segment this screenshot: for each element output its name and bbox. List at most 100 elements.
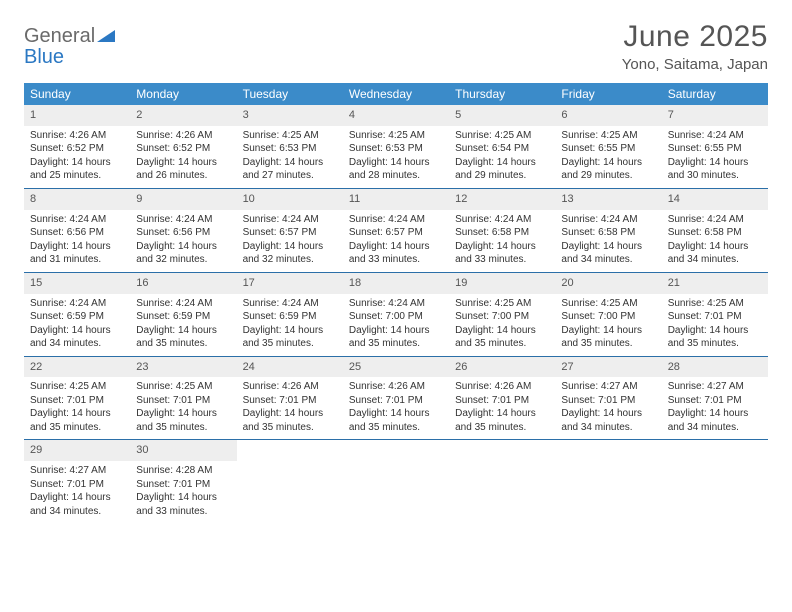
daylight-line: Daylight: 14 hours and 31 minutes.	[30, 240, 124, 267]
day-number: 10	[237, 189, 343, 210]
day-number: 16	[130, 273, 236, 294]
sunset-line: Sunset: 6:52 PM	[30, 142, 124, 156]
sunrise-line: Sunrise: 4:24 AM	[243, 213, 337, 227]
sunset-line: Sunset: 6:58 PM	[455, 226, 549, 240]
calendar-day: 2Sunrise: 4:26 AMSunset: 6:52 PMDaylight…	[130, 105, 236, 188]
day-number: 29	[24, 440, 130, 461]
day-number: 22	[24, 357, 130, 378]
day-number: 25	[343, 357, 449, 378]
calendar-day: 30 Sunrise: 4:28 AMSunset: 7:01 PMDayligh…	[130, 440, 236, 523]
calendar-day: 24Sunrise: 4:26 AMSunset: 7:01 PMDayligh…	[237, 357, 343, 440]
calendar-day: 10Sunrise: 4:24 AMSunset: 6:57 PMDayligh…	[237, 189, 343, 272]
daylight-line: Daylight: 14 hours and 26 minutes.	[136, 156, 230, 183]
day-details: Sunrise: 4:27 AMSunset: 7:01 PMDaylight:…	[24, 461, 130, 523]
logo-word2: Blue	[24, 46, 64, 68]
daylight-line: Daylight: 14 hours and 35 minutes.	[561, 324, 655, 351]
daylight-line: Daylight: 14 hours and 35 minutes.	[243, 407, 337, 434]
calendar-day: .	[237, 440, 343, 523]
day-number: 20	[555, 273, 661, 294]
daylight-line: Daylight: 14 hours and 33 minutes.	[455, 240, 549, 267]
sunrise-line: Sunrise: 4:24 AM	[668, 129, 762, 143]
sunset-line: Sunset: 6:52 PM	[136, 142, 230, 156]
day-number: 14	[662, 189, 768, 210]
day-details: Sunrise: 4:24 AMSunset: 6:55 PMDaylight:…	[662, 126, 768, 188]
daylight-line: Daylight: 14 hours and 35 minutes.	[243, 324, 337, 351]
calendar-header-row: SundayMondayTuesdayWednesdayThursdayFrid…	[24, 83, 768, 105]
calendar-day: 18Sunrise: 4:24 AMSunset: 7:00 PMDayligh…	[343, 273, 449, 356]
day-details: Sunrise: 4:25 AMSunset: 7:00 PMDaylight:…	[555, 294, 661, 356]
day-number: 8	[24, 189, 130, 210]
calendar-week: 22Sunrise: 4:25 AMSunset: 7:01 PMDayligh…	[24, 357, 768, 441]
day-details: Sunrise: 4:26 AMSunset: 6:52 PMDaylight:…	[130, 126, 236, 188]
day-number: 27	[555, 357, 661, 378]
day-details: Sunrise: 4:27 AMSunset: 7:01 PMDaylight:…	[662, 377, 768, 439]
day-header: Wednesday	[343, 83, 449, 105]
header: General Blue June 2025 Yono, Saitama, Ja…	[24, 20, 768, 73]
sunset-line: Sunset: 6:59 PM	[243, 310, 337, 324]
calendar-day: 21Sunrise: 4:25 AMSunset: 7:01 PMDayligh…	[662, 273, 768, 356]
day-details: Sunrise: 4:26 AMSunset: 6:52 PMDaylight:…	[24, 126, 130, 188]
sunset-line: Sunset: 7:01 PM	[136, 478, 230, 492]
day-number: 28	[662, 357, 768, 378]
sunset-line: Sunset: 6:56 PM	[30, 226, 124, 240]
sunrise-line: Sunrise: 4:24 AM	[136, 213, 230, 227]
daylight-line: Daylight: 14 hours and 34 minutes.	[668, 407, 762, 434]
calendar-day: 4Sunrise: 4:25 AMSunset: 6:53 PMDaylight…	[343, 105, 449, 188]
day-details: Sunrise: 4:25 AMSunset: 7:01 PMDaylight:…	[662, 294, 768, 356]
day-details: Sunrise: 4:24 AMSunset: 6:56 PMDaylight:…	[130, 210, 236, 272]
calendar-week: 15Sunrise: 4:24 AMSunset: 6:59 PMDayligh…	[24, 273, 768, 357]
calendar-day: 29Sunrise: 4:27 AMSunset: 7:01 PMDayligh…	[24, 440, 130, 523]
day-number: 1	[24, 105, 130, 126]
day-details: Sunrise: 4:26 AMSunset: 7:01 PMDaylight:…	[343, 377, 449, 439]
calendar-day: .	[343, 440, 449, 523]
daylight-line: Daylight: 14 hours and 35 minutes.	[30, 407, 124, 434]
day-number: 5	[449, 105, 555, 126]
daylight-line: Daylight: 14 hours and 29 minutes.	[455, 156, 549, 183]
sunrise-line: Sunrise: 4:25 AM	[561, 129, 655, 143]
calendar-day: 6Sunrise: 4:25 AMSunset: 6:55 PMDaylight…	[555, 105, 661, 188]
sunrise-line: Sunrise: 4:24 AM	[243, 297, 337, 311]
day-number: 9	[130, 189, 236, 210]
daylight-line: Daylight: 14 hours and 35 minutes.	[136, 407, 230, 434]
day-details: Sunrise: 4:24 AMSunset: 6:59 PMDaylight:…	[130, 294, 236, 356]
sunrise-line: Sunrise: 4:25 AM	[455, 297, 549, 311]
day-header: Tuesday	[237, 83, 343, 105]
day-number: 24	[237, 357, 343, 378]
sunrise-line: Sunrise: 4:27 AM	[561, 380, 655, 394]
sunrise-line: Sunrise: 4:27 AM	[30, 464, 124, 478]
day-number: 21	[662, 273, 768, 294]
calendar-day: 22Sunrise: 4:25 AMSunset: 7:01 PMDayligh…	[24, 357, 130, 440]
sunrise-line: Sunrise: 4:25 AM	[136, 380, 230, 394]
calendar-day: 19Sunrise: 4:25 AMSunset: 7:00 PMDayligh…	[449, 273, 555, 356]
calendar-day: 11Sunrise: 4:24 AMSunset: 6:57 PMDayligh…	[343, 189, 449, 272]
day-number: 4	[343, 105, 449, 126]
daylight-line: Daylight: 14 hours and 34 minutes.	[668, 240, 762, 267]
calendar-day: 23Sunrise: 4:25 AMSunset: 7:01 PMDayligh…	[130, 357, 236, 440]
calendar-day: 1Sunrise: 4:26 AMSunset: 6:52 PMDaylight…	[24, 105, 130, 188]
day-number: 3	[237, 105, 343, 126]
calendar-day: 12Sunrise: 4:24 AMSunset: 6:58 PMDayligh…	[449, 189, 555, 272]
calendar-day: .	[555, 440, 661, 523]
daylight-line: Daylight: 14 hours and 34 minutes.	[561, 407, 655, 434]
sunset-line: Sunset: 7:01 PM	[561, 394, 655, 408]
day-details: Sunrise: 4:24 AMSunset: 6:58 PMDaylight:…	[449, 210, 555, 272]
sunset-line: Sunset: 6:56 PM	[136, 226, 230, 240]
sunset-line: Sunset: 6:53 PM	[243, 142, 337, 156]
sunset-line: Sunset: 6:53 PM	[349, 142, 443, 156]
sunrise-line: Sunrise: 4:25 AM	[561, 297, 655, 311]
sunset-line: Sunset: 6:59 PM	[30, 310, 124, 324]
day-details: Sunrise: 4:24 AMSunset: 7:00 PMDaylight:…	[343, 294, 449, 356]
day-number: 11	[343, 189, 449, 210]
sunrise-line: Sunrise: 4:25 AM	[243, 129, 337, 143]
sunset-line: Sunset: 6:57 PM	[349, 226, 443, 240]
day-number: 7	[662, 105, 768, 126]
sunrise-line: Sunrise: 4:28 AM	[136, 464, 230, 478]
daylight-line: Daylight: 14 hours and 34 minutes.	[30, 324, 124, 351]
daylight-line: Daylight: 14 hours and 35 minutes.	[455, 407, 549, 434]
calendar-day: 14Sunrise: 4:24 AMSunset: 6:58 PMDayligh…	[662, 189, 768, 272]
sunset-line: Sunset: 6:54 PM	[455, 142, 549, 156]
sunrise-line: Sunrise: 4:24 AM	[668, 213, 762, 227]
calendar-day: 5Sunrise: 4:25 AMSunset: 6:54 PMDaylight…	[449, 105, 555, 188]
day-number: 30	[130, 440, 236, 461]
daylight-line: Daylight: 14 hours and 33 minutes.	[136, 491, 230, 518]
